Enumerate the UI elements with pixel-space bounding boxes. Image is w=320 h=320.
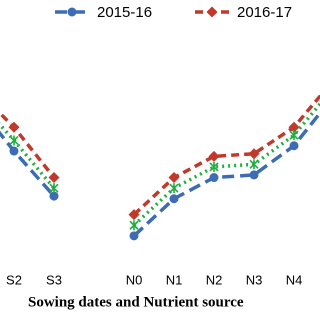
point: [49, 183, 59, 194]
x-tick-label: N1: [166, 272, 183, 287]
point: [288, 121, 300, 133]
point: [9, 146, 19, 156]
point: [169, 194, 179, 204]
legend-label: 2016-17: [237, 4, 292, 21]
point: [208, 150, 220, 162]
legend-marker: [206, 6, 218, 18]
point: [8, 121, 20, 133]
x-tick-label: N3: [246, 272, 263, 287]
point: [49, 191, 59, 201]
point: [9, 135, 19, 146]
point: [209, 161, 219, 172]
x-tick-label: N0: [126, 272, 143, 287]
x-tick-label: S2: [6, 272, 22, 287]
x-axis-label: Sowing dates and Nutrient source: [28, 294, 244, 310]
point: [209, 173, 219, 183]
legend-marker: [67, 7, 77, 17]
series-line: [0, 101, 320, 227]
x-tick-label: N4: [286, 272, 303, 287]
point: [249, 170, 259, 180]
x-tick-label: N2: [206, 272, 223, 287]
point: [289, 130, 299, 141]
point: [169, 183, 179, 194]
point: [48, 172, 60, 184]
legend-label: 2015-16: [97, 4, 152, 21]
x-tick-label: S3: [46, 272, 62, 287]
point: [248, 148, 260, 160]
point: [128, 209, 140, 221]
point: [129, 220, 139, 231]
point: [168, 172, 180, 184]
series-line: [0, 93, 320, 216]
point: [129, 231, 139, 241]
series-line: [0, 110, 320, 238]
point: [289, 141, 299, 151]
point: [249, 159, 259, 170]
